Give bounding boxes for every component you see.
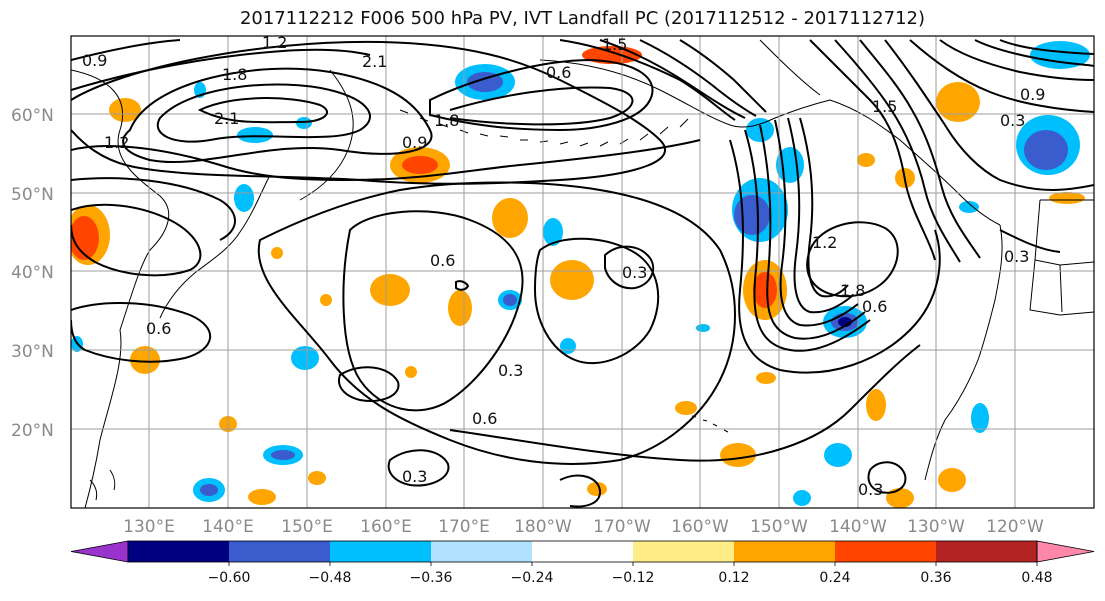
contour-label: 1.5	[602, 35, 627, 54]
lon-label: 160°W	[671, 517, 729, 537]
lon-label: 170°E	[438, 517, 490, 537]
contour-label: 0.9	[402, 133, 427, 152]
map-frame	[70, 35, 1095, 509]
lat-label: 50°N	[11, 185, 54, 205]
contour-label: 0.6	[472, 409, 497, 428]
colorbar-segment	[835, 541, 937, 562]
colorbar-extend-high	[1036, 540, 1095, 563]
contour-label: 1.2	[104, 133, 129, 152]
contour-label: 0.3	[1000, 111, 1025, 130]
contour-labels: 0.9 1.2 1.8 2.1 1.5 0.6 2.1 1.8 1.2 0.9 …	[82, 33, 1045, 499]
pv-contours	[71, 39, 1094, 508]
lon-label: 130°W	[907, 517, 965, 537]
colorbar-segment	[532, 541, 634, 562]
contour-label: 0.3	[622, 263, 647, 282]
colorbar-segment	[633, 541, 735, 562]
lon-label: 140°W	[829, 517, 887, 537]
contour-label: 0.3	[498, 361, 523, 380]
contour-label: 0.6	[430, 251, 455, 270]
colorbar-tick-label: −0.12	[612, 570, 655, 586]
longitude-labels: 130°E 140°E 150°E 160°E 170°E 180°W 170°…	[123, 517, 1044, 537]
colorbar-tick-label: 0.48	[1021, 570, 1052, 586]
lon-label: 170°W	[593, 517, 651, 537]
lat-label: 30°N	[11, 342, 54, 362]
contour-label: 2.1	[362, 52, 387, 71]
colorbar: −0.60 −0.48 −0.36 −0.24 −0.12 0.12 0.24 0.36 0.4…	[70, 540, 1095, 586]
colorbar-tick-label: −0.60	[208, 570, 251, 586]
colorbar-tick-label: 0.12	[718, 570, 749, 586]
contour-label: 0.6	[546, 63, 571, 82]
lon-label: 140°E	[202, 517, 254, 537]
colorbar-segment	[734, 541, 836, 562]
lat-label: 40°N	[11, 263, 54, 283]
contour-label: 1.2	[812, 233, 837, 252]
lat-label: 60°N	[11, 106, 54, 126]
contour-label: 0.9	[1020, 85, 1045, 104]
colorbar-segment	[936, 541, 1038, 562]
contour-label: 0.3	[1004, 247, 1029, 266]
contour-label: 2.1	[214, 109, 239, 128]
contour-label: 1.8	[434, 111, 459, 130]
colorbar-segment	[330, 541, 432, 562]
graticule	[71, 36, 1094, 508]
lon-label: 180°W	[514, 517, 572, 537]
contour-label: 1.5	[872, 97, 897, 116]
lon-label: 150°E	[281, 517, 333, 537]
colorbar-tick-label: −0.36	[410, 570, 453, 586]
positive-anomaly-patches	[71, 46, 1085, 508]
lat-label: 20°N	[11, 421, 54, 441]
contour-label: 0.9	[82, 51, 107, 70]
contour-label: 0.6	[862, 297, 887, 316]
colorbar-tick-label: 0.36	[920, 570, 951, 586]
colorbar-segment	[229, 541, 331, 562]
colorbar-segment	[431, 541, 533, 562]
colorbar-tick-label: 0.24	[819, 570, 850, 586]
contour-label: 1.2	[262, 33, 287, 52]
lon-label: 130°E	[123, 517, 175, 537]
lon-label: 150°W	[750, 517, 808, 537]
colorbar-extend-low	[70, 540, 129, 563]
lon-label: 160°E	[360, 517, 412, 537]
contour-label: 1.8	[840, 281, 865, 300]
contour-label: 0.6	[146, 319, 171, 338]
colorbar-tick-label: −0.48	[309, 570, 352, 586]
contour-label: 1.8	[222, 65, 247, 84]
colorbar-segment	[128, 541, 230, 562]
map-title: 2017112212 F006 500 hPa PV, IVT Landfall…	[239, 8, 926, 29]
contour-label: 0.3	[402, 467, 427, 486]
ivt-shading	[71, 41, 1090, 508]
coastlines	[71, 39, 1094, 508]
colorbar-outline	[127, 540, 1038, 563]
latitude-labels: 60°N 50°N 40°N 30°N 20°N	[11, 106, 54, 441]
colorbar-tick-label: −0.24	[511, 570, 554, 586]
lon-label: 120°W	[986, 517, 1044, 537]
contour-label: 0.3	[858, 480, 883, 499]
